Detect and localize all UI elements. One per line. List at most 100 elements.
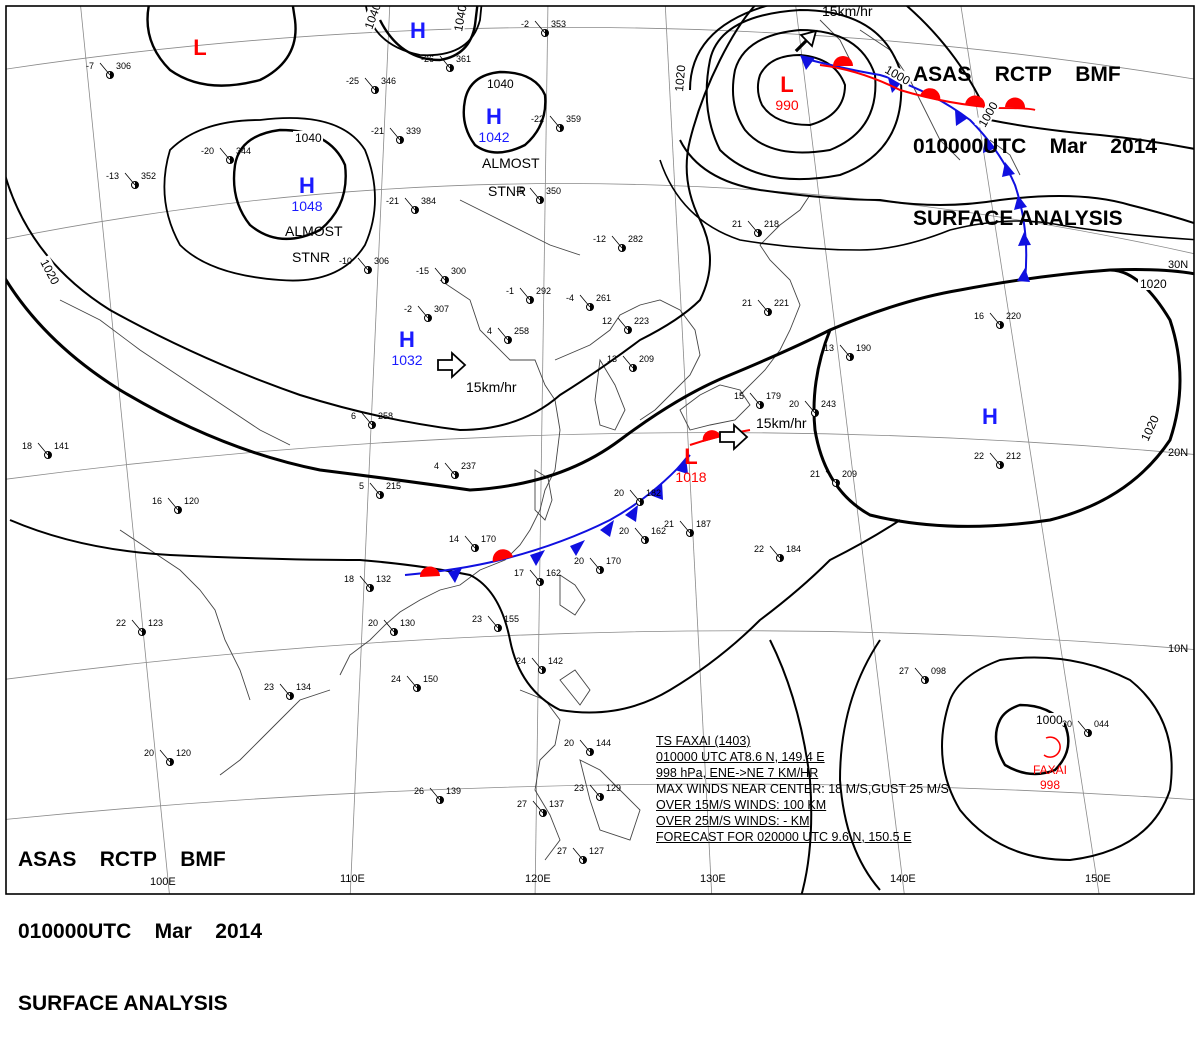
station-cloud-cover bbox=[645, 536, 649, 544]
station-temperature: 20 bbox=[614, 488, 624, 498]
typhoon-symbol bbox=[1043, 736, 1061, 758]
station-cloud-cover bbox=[760, 401, 764, 409]
station-wind-barb bbox=[357, 257, 369, 271]
station-wind-barb bbox=[124, 172, 136, 186]
isobar-label-bg bbox=[1034, 713, 1064, 726]
station-wind-barb bbox=[529, 187, 541, 201]
station-temperature: -21 bbox=[371, 126, 384, 136]
station-wind-barb bbox=[364, 77, 376, 91]
station-cloud-cover bbox=[142, 628, 146, 636]
station-cloud-cover bbox=[372, 421, 376, 429]
station-pressure: 155 bbox=[504, 614, 519, 624]
almost-stationary-label: ALMOST bbox=[482, 155, 540, 171]
station-temperature: 6 bbox=[351, 411, 356, 421]
station-pressure: 339 bbox=[406, 126, 421, 136]
station-wind-barb bbox=[361, 412, 373, 426]
station-cloud-cover bbox=[600, 566, 604, 574]
station-temperature: 23 bbox=[574, 783, 584, 793]
station-temperature: -2 bbox=[404, 304, 412, 314]
typhoon-info-line: FORECAST FOR 020000 UTC 9.6 N, 150.5 E bbox=[656, 830, 912, 844]
station-pressure: 261 bbox=[596, 293, 611, 303]
station-temperature: 4 bbox=[434, 461, 439, 471]
header-time: 010000UTC bbox=[913, 135, 1027, 158]
station-temperature: -15 bbox=[416, 266, 429, 276]
isobars bbox=[6, 6, 1194, 894]
station-pressure: 139 bbox=[446, 786, 461, 796]
motion-speed-label: 15km/hr bbox=[756, 415, 807, 431]
station-pressure: 127 bbox=[589, 846, 604, 856]
station-cloud-cover bbox=[628, 326, 632, 334]
station-temperature: 21 bbox=[810, 469, 820, 479]
station-pressure: 129 bbox=[606, 783, 621, 793]
station-pressure: 179 bbox=[766, 391, 781, 401]
station-temperature: 16 bbox=[152, 496, 162, 506]
station-cloud-cover bbox=[530, 296, 534, 304]
station-wind-barb bbox=[359, 575, 371, 589]
station-cloud-cover bbox=[768, 308, 772, 316]
typhoon-info-line: OVER 15M/S WINDS: 100 KM bbox=[656, 798, 827, 812]
station-pressure: 120 bbox=[176, 748, 191, 758]
station-wind-barb bbox=[989, 312, 1001, 326]
center-pressure-value: 990 bbox=[775, 97, 799, 113]
station-pressure: 307 bbox=[434, 304, 449, 314]
station-wind-barb bbox=[1077, 720, 1089, 734]
station-pressure: 292 bbox=[536, 286, 551, 296]
station-wind-barb bbox=[279, 683, 291, 697]
station-pressure: 150 bbox=[423, 674, 438, 684]
station-cloud-cover bbox=[836, 479, 840, 487]
station-cloud-cover bbox=[110, 71, 114, 79]
station-wind-barb bbox=[417, 305, 429, 319]
station-temperature: -21 bbox=[386, 196, 399, 206]
station-wind-barb bbox=[529, 569, 541, 583]
center-pressure-value: 1018 bbox=[675, 469, 706, 485]
isobar-label: 1040 bbox=[295, 131, 322, 145]
station-wind-barb bbox=[167, 497, 179, 511]
station-pressure: 218 bbox=[764, 219, 779, 229]
station-wind-barb bbox=[549, 115, 561, 129]
longitude-label: 150E bbox=[1085, 873, 1111, 885]
high-pressure-symbol: H bbox=[410, 18, 426, 43]
station-cloud-cover bbox=[178, 506, 182, 514]
station-wind-barb bbox=[622, 355, 634, 369]
motion-speed-label: 15km/hr bbox=[822, 3, 873, 19]
station-temperature: 30 bbox=[1062, 719, 1072, 729]
motion-arrows bbox=[437, 29, 818, 452]
station-cloud-cover bbox=[758, 229, 762, 237]
station-wind-barb bbox=[757, 299, 769, 313]
isobar-label-bg bbox=[974, 98, 1001, 131]
station-pressure: 170 bbox=[606, 556, 621, 566]
high-pressure-symbol: H bbox=[486, 104, 502, 129]
footer-month: Mar bbox=[154, 920, 192, 943]
isobar-label-bg bbox=[1137, 411, 1162, 445]
station-wind-barb bbox=[572, 847, 584, 861]
station-pressure: 162 bbox=[546, 568, 561, 578]
station-temperature: 4 bbox=[487, 326, 492, 336]
station-temperature: 18 bbox=[344, 574, 354, 584]
station-pressure: 137 bbox=[549, 799, 564, 809]
footer-agency: ASAS bbox=[18, 848, 77, 871]
header-bureau: BMF bbox=[1075, 63, 1121, 86]
almost-stationary-label: ALMOST bbox=[285, 223, 343, 239]
station-pressure: 134 bbox=[296, 682, 311, 692]
station-pressure: 212 bbox=[1006, 451, 1021, 461]
station-cloud-cover bbox=[545, 29, 549, 37]
station-pressure: 384 bbox=[421, 196, 436, 206]
isobar-label-bg bbox=[450, 6, 469, 35]
map-frame bbox=[5, 5, 1195, 895]
station-temperature: -13 bbox=[106, 171, 119, 181]
station-temperature: 22 bbox=[116, 618, 126, 628]
station-temperature: 17 bbox=[514, 568, 524, 578]
station-pressure: 300 bbox=[451, 266, 466, 276]
station-pressure: 187 bbox=[696, 519, 711, 529]
station-pressure: 209 bbox=[842, 469, 857, 479]
station-cloud-cover bbox=[135, 181, 139, 189]
footer-year: 2014 bbox=[215, 920, 262, 943]
station-temperature: 15 bbox=[734, 391, 744, 401]
station-cloud-cover bbox=[850, 353, 854, 361]
almost-stationary-label: STNR bbox=[488, 183, 526, 199]
station-pressure: 306 bbox=[116, 61, 131, 71]
station-temperature: 22 bbox=[754, 544, 764, 554]
isobar-label: 1040 bbox=[451, 3, 469, 32]
station-cloud-cover bbox=[170, 758, 174, 766]
footer-time: 010000UTC bbox=[18, 920, 132, 943]
